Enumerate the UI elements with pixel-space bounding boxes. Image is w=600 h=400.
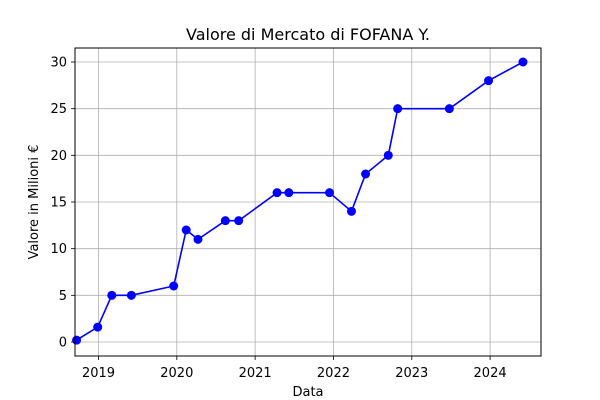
- y-tick-label: 30: [50, 56, 67, 71]
- data-point: [393, 104, 403, 114]
- x-tick-label: 2021: [239, 366, 272, 381]
- x-axis-label: Data: [292, 385, 323, 400]
- x-tick-label: 2020: [160, 366, 193, 381]
- y-tick-label: 10: [50, 242, 67, 257]
- data-point: [234, 216, 244, 226]
- data-point: [169, 281, 179, 291]
- data-point: [107, 290, 117, 300]
- data-point: [181, 225, 191, 235]
- data-point: [346, 206, 356, 216]
- data-point: [126, 290, 136, 300]
- x-tick-label: 2024: [474, 366, 507, 381]
- y-tick-label: 0: [59, 336, 67, 351]
- data-point: [93, 322, 103, 332]
- x-axis-ticks: 2019 2020 2021 2022 2023 2024: [82, 356, 507, 381]
- data-point: [193, 234, 203, 244]
- x-tick-label: 2022: [317, 366, 350, 381]
- data-point: [72, 335, 82, 345]
- data-point: [361, 169, 371, 179]
- y-tick-label: 25: [50, 102, 67, 117]
- chart-title: Valore di Mercato di FOFANA Y.: [186, 25, 430, 44]
- data-point: [484, 76, 494, 86]
- data-point: [284, 188, 294, 198]
- y-axis-label: Valore in Milioni €: [27, 145, 42, 260]
- data-point: [518, 57, 528, 67]
- y-tick-label: 5: [59, 289, 67, 304]
- y-tick-label: 20: [50, 149, 67, 164]
- data-point: [325, 188, 335, 198]
- data-point: [220, 216, 230, 226]
- data-point: [444, 104, 454, 114]
- data-point: [272, 188, 282, 198]
- series-layer: [72, 57, 528, 345]
- y-axis-ticks: 0 5 10 15 20 25 30: [50, 56, 75, 351]
- x-tick-label: 2019: [82, 366, 115, 381]
- y-tick-label: 15: [50, 196, 67, 211]
- grid-lines: [75, 48, 541, 356]
- data-point: [383, 150, 393, 160]
- x-tick-label: 2023: [395, 366, 428, 381]
